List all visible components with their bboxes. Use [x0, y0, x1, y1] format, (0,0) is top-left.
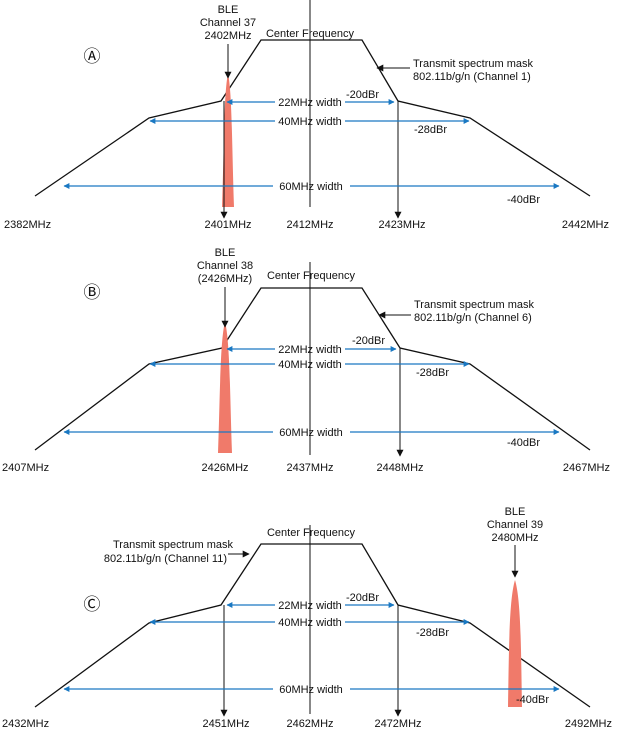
level-28-label: -28dBr — [416, 627, 449, 639]
level-28-label: -28dBr — [416, 367, 449, 379]
freq-near-left: 2451MHz — [202, 718, 249, 730]
width-60-label: 60MHz width — [279, 427, 343, 439]
spectrum-mask — [34, 287, 591, 451]
freq-center: 2437MHz — [286, 462, 333, 474]
level-20-label: -20dBr — [352, 335, 385, 347]
level-20-label: -20dBr — [346, 89, 379, 101]
freq-far-right: 2492MHz — [565, 718, 612, 730]
freq-near-left: 2401MHz — [204, 219, 251, 231]
mask-label-line-1: Transmit spectrum mask — [113, 539, 234, 551]
freq-near-right: 2472MHz — [374, 718, 421, 730]
width-22-label: 22MHz width — [278, 344, 342, 356]
level-40-label: -40dBr — [516, 694, 549, 706]
ble-label-line-1: BLE — [218, 4, 239, 16]
panel-c: Ⓒ BLE Channel 39 2480MHz Center Frequenc… — [2, 506, 612, 730]
width-40-label: 40MHz width — [278, 359, 342, 371]
width-60-label: 60MHz width — [279, 684, 343, 696]
ble-label-line-3: 2480MHz — [491, 532, 538, 544]
width-22-label: 22MHz width — [278, 600, 342, 612]
panel-b: Ⓑ BLE Channel 38 (2426MHz) Center Freque… — [2, 247, 610, 474]
freq-near-right: 2448MHz — [376, 462, 423, 474]
center-frequency-label: Center Frequency — [266, 28, 355, 40]
freq-far-left: 2432MHz — [2, 718, 49, 730]
width-60-label: 60MHz width — [279, 181, 343, 193]
ble-signal — [508, 580, 522, 707]
freq-far-right: 2467MHz — [563, 462, 610, 474]
width-40-label: 40MHz width — [278, 617, 342, 629]
freq-far-left: 2407MHz — [2, 462, 49, 474]
level-28-label: -28dBr — [414, 124, 447, 136]
ble-label-line-2: Channel 37 — [200, 17, 256, 29]
spectrum-mask — [34, 543, 591, 708]
freq-center: 2462MHz — [286, 718, 333, 730]
panel-a: Ⓐ BLE Channel 37 2402MHz Center Frequenc… — [4, 0, 609, 231]
ble-label-line-3: (2426MHz) — [198, 273, 252, 285]
ble-label-line-3: 2402MHz — [204, 30, 251, 42]
ble-label-line-2: Channel 39 — [487, 519, 543, 531]
spectrum-mask — [34, 39, 591, 197]
mask-label-line-1: Transmit spectrum mask — [413, 58, 534, 70]
mask-label-line-2: 802.11b/g/n (Channel 1) — [413, 71, 531, 83]
freq-near-left: 2426MHz — [201, 462, 248, 474]
freq-far-right: 2442MHz — [562, 219, 609, 231]
mask-label-line-2: 802.11b/g/n (Channel 6) — [414, 312, 532, 324]
width-22-label: 22MHz width — [278, 97, 342, 109]
ble-signal — [222, 74, 234, 207]
level-40-label: -40dBr — [507, 194, 540, 206]
center-frequency-label: Center Frequency — [267, 527, 356, 539]
freq-center: 2412MHz — [286, 219, 333, 231]
ble-label-line-1: BLE — [215, 247, 236, 259]
ble-label-line-1: BLE — [505, 506, 526, 518]
mask-label-line-1: Transmit spectrum mask — [414, 299, 535, 311]
panel-label-b: Ⓑ — [84, 283, 101, 303]
level-20-label: -20dBr — [346, 592, 379, 604]
center-frequency-label: Center Frequency — [267, 270, 356, 282]
width-40-label: 40MHz width — [278, 116, 342, 128]
level-40-label: -40dBr — [507, 437, 540, 449]
freq-near-right: 2423MHz — [378, 219, 425, 231]
freq-far-left: 2382MHz — [4, 219, 51, 231]
ble-label-line-2: Channel 38 — [197, 260, 253, 272]
mask-label-line-2: 802.11b/g/n (Channel 11) — [104, 553, 227, 565]
panel-label-a: Ⓐ — [84, 47, 101, 67]
ble-signal — [218, 322, 232, 453]
panel-label-c: Ⓒ — [84, 595, 101, 615]
